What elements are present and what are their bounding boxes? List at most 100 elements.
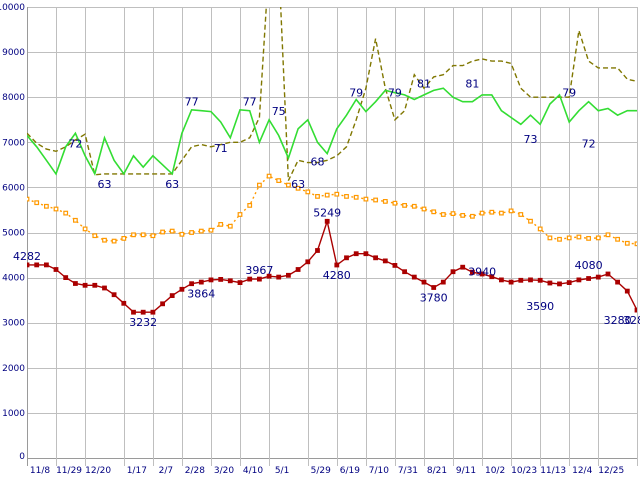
data-point-marker [382,199,388,204]
data-point-marker [353,194,359,200]
data-point-marker [547,280,553,286]
y-tick-label: 3000 [2,319,25,329]
data-label: 63 [98,178,112,191]
data-point-marker [218,277,224,282]
data-label: 79 [388,87,402,100]
data-point-marker [615,279,620,285]
x-tick-label: 9/11 [456,466,476,476]
x-tick-label: 10/2 [485,466,505,476]
data-point-marker [460,213,466,218]
data-point-marker [528,277,533,283]
data-point-marker [615,236,620,242]
x-tick-label: 11/13 [540,466,566,476]
data-point-marker [305,259,311,265]
data-label: 3280 [623,314,640,327]
data-point-marker [82,282,88,288]
data-point-marker [315,248,320,253]
data-label: 77 [243,96,257,109]
y-tick-label: 0 [19,452,25,462]
data-point-marker [624,288,630,294]
data-point-marker [257,182,262,188]
data-label: 4280 [323,269,351,282]
data-label: 4282 [13,250,41,263]
data-point-marker [634,241,637,247]
data-label: 5249 [313,206,341,219]
data-point-marker [634,307,637,313]
data-point-marker [402,269,407,275]
data-label: 3232 [129,316,157,329]
y-tick-label: 9000 [2,48,25,58]
data-label: 3940 [468,265,496,278]
data-point-labels: 4282 3232 3864 3967 5249 4280 3780 3940 3590 4080… [13,78,640,330]
gridlines [27,7,638,466]
data-point-marker [131,232,136,238]
data-point-marker [431,285,437,290]
data-point-marker [499,210,504,216]
data-point-marker [257,276,262,282]
data-point-marker [305,189,311,195]
data-label: 77 [185,96,199,109]
data-label: 71 [214,142,228,155]
data-point-marker [237,212,243,217]
data-point-marker [53,267,59,272]
data-point-marker [34,200,40,206]
series-line-red [27,218,637,313]
x-tick-label: 7/10 [369,466,389,476]
data-point-marker [421,206,427,212]
data-point-marker [411,274,417,280]
data-label: 73 [524,133,538,146]
data-point-marker [324,192,330,198]
data-point-marker [624,240,630,246]
data-point-marker [266,173,272,179]
y-tick-label: 1000 [2,409,25,419]
data-label: 75 [272,105,286,118]
data-point-marker [518,277,524,283]
data-label: 63 [165,178,179,191]
data-point-marker [499,277,504,283]
data-point-marker [295,267,301,272]
data-point-marker [63,210,69,216]
data-point-marker [547,235,553,241]
data-point-marker [150,233,156,239]
data-point-marker [160,301,166,307]
data-point-marker [140,232,146,238]
data-point-marker [334,262,340,268]
data-point-marker [227,278,233,284]
data-label: 81 [465,78,479,91]
data-point-marker [150,309,156,315]
y-tick-label: 8000 [2,93,25,103]
data-point-marker [586,236,591,241]
x-tick-label: 3/20 [214,466,234,476]
x-tick-label: 11/8 [30,466,50,476]
data-point-marker [208,277,214,283]
data-label: 72 [68,137,82,150]
x-tick-label: 8/21 [427,466,447,476]
data-label: 63 [291,178,305,191]
data-point-marker [586,276,591,281]
y-tick-label: 7000 [2,138,25,148]
data-point-marker [470,269,475,275]
data-point-marker [140,309,146,315]
data-point-marker [92,233,98,239]
data-point-marker [179,231,185,237]
data-point-marker [169,293,175,298]
data-point-marker [373,255,378,261]
data-point-marker [576,277,582,283]
data-point-marker [227,223,233,229]
data-point-marker [489,274,495,280]
data-point-marker [508,208,514,214]
data-point-marker [189,281,195,287]
data-point-marker [160,229,166,235]
data-point-marker [402,203,407,208]
data-point-marker [537,277,543,283]
data-point-marker [111,292,117,298]
x-axis-tick-labels: 11/8 11/29 12/20 1/17 2/7 2/28 3/20 4/10 5/1 5/29… [30,466,640,476]
data-point-marker [595,235,601,241]
series-lines [27,7,637,313]
x-tick-label: 5/29 [311,466,331,476]
data-point-marker [286,272,291,278]
data-label: 79 [349,87,363,100]
data-point-marker [470,213,475,219]
